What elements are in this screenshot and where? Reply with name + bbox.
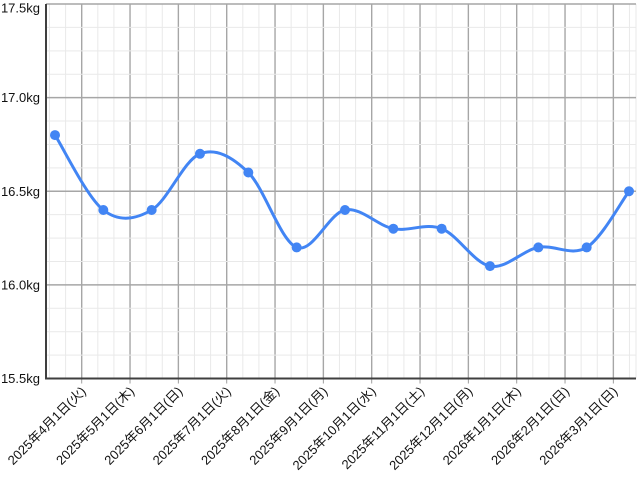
data-point-marker[interactable]	[484, 261, 495, 272]
y-axis-label: 17.5kg	[1, 1, 40, 16]
y-axis-label: 15.5kg	[1, 371, 40, 386]
data-point-marker[interactable]	[436, 223, 447, 234]
data-point-marker[interactable]	[194, 148, 205, 159]
x-axis-label: 2025年10月1日(水)	[290, 384, 379, 473]
data-point-marker[interactable]	[146, 204, 157, 215]
x-axis-label: 2025年11月1日(土)	[339, 384, 428, 473]
y-axis-label: 16.5kg	[1, 184, 40, 199]
y-axis-label: 16.0kg	[1, 277, 40, 292]
x-axis-label: 2025年12月1日(月)	[386, 384, 475, 473]
y-axis-label: 17.0kg	[1, 90, 40, 105]
data-point-marker[interactable]	[291, 242, 302, 253]
data-point-marker[interactable]	[533, 242, 544, 253]
data-point-marker[interactable]	[339, 204, 350, 215]
data-point-marker[interactable]	[50, 130, 60, 141]
data-point-marker[interactable]	[388, 223, 399, 234]
data-point-marker[interactable]	[243, 167, 254, 178]
data-point-marker[interactable]	[581, 242, 592, 253]
data-point-marker[interactable]	[98, 204, 109, 215]
data-point-marker[interactable]	[624, 186, 634, 197]
